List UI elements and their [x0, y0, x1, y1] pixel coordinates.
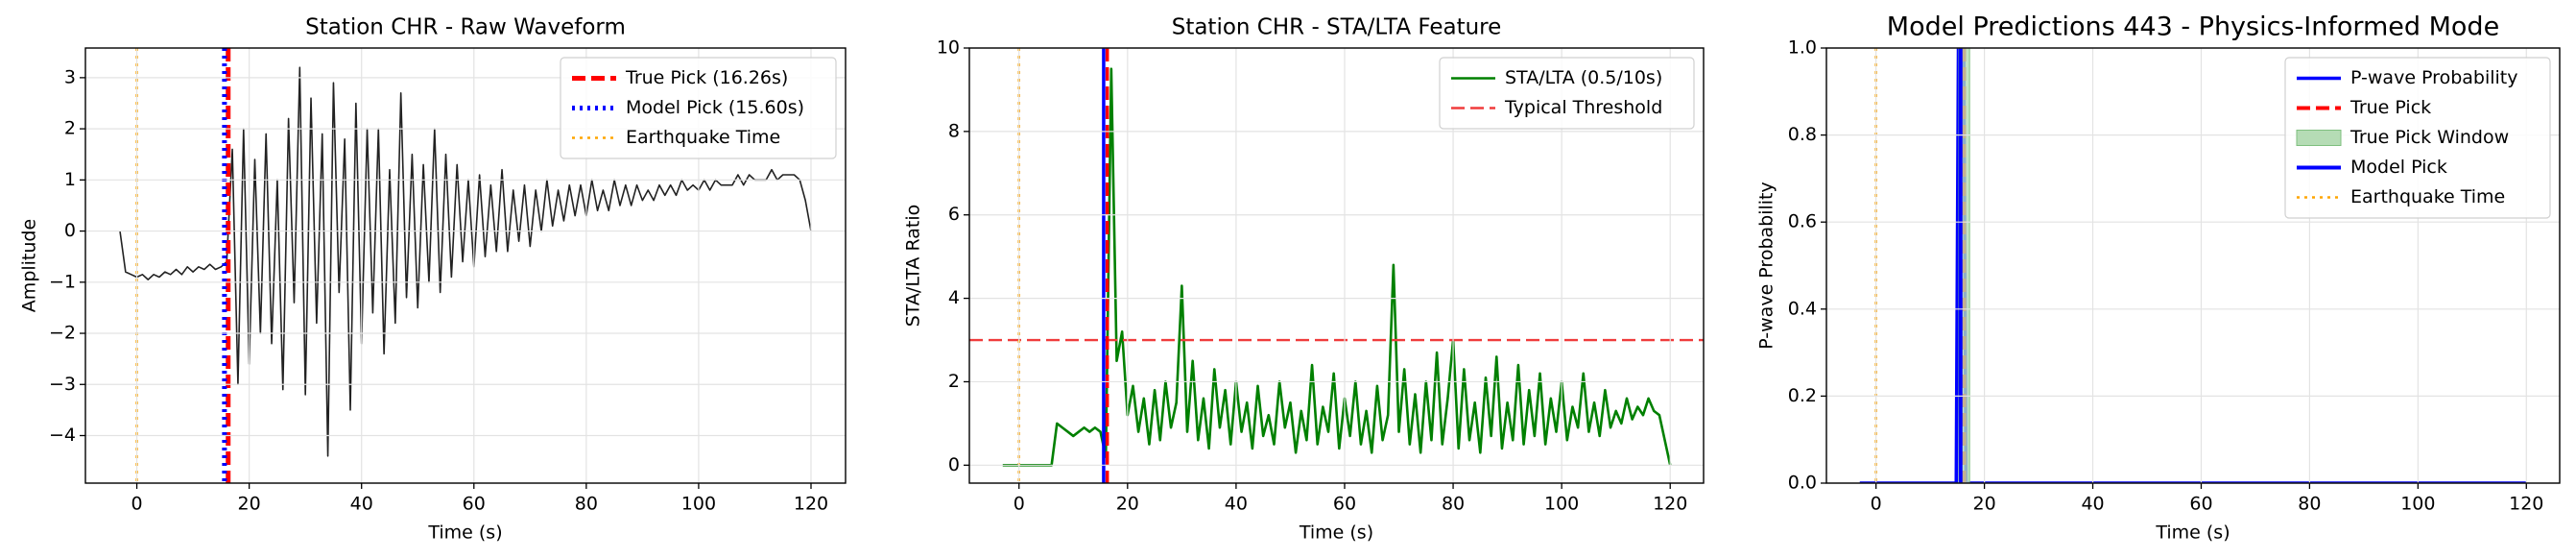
legend-box	[560, 57, 837, 159]
legend-label: STA/LTA (0.5/10s)	[1505, 67, 1662, 88]
axes-frame	[968, 47, 1705, 484]
legend-label: Earthquake Time	[626, 127, 780, 148]
x-tick-label: 0	[131, 494, 143, 515]
y-tick-label: 0.6	[1788, 211, 1817, 232]
x-tick-label: 0	[1014, 494, 1025, 515]
y-tick-label: −4	[49, 425, 76, 446]
y-tick-label: 3	[64, 66, 76, 87]
x-tick-label: 80	[2298, 494, 2321, 515]
legend-label: True Pick	[2349, 97, 2431, 118]
legend-label: Model Pick (15.60s)	[626, 97, 804, 118]
y-tick-label: 4	[948, 287, 960, 308]
legend-label: Typical Threshold	[1504, 97, 1662, 118]
y-axis-label: STA/LTA Ratio	[903, 205, 924, 328]
x-tick-label: 20	[1116, 494, 1139, 515]
y-axis-label: P-wave Probability	[1756, 182, 1777, 350]
y-tick-label: 0.8	[1788, 124, 1817, 145]
y-tick-label: 0.4	[1788, 298, 1817, 319]
y-tick-label: 0.0	[1788, 473, 1817, 494]
y-tick-label: 0.2	[1788, 385, 1817, 406]
x-tick-label: 60	[1333, 494, 1356, 515]
x-tick-label: 60	[2189, 494, 2212, 515]
legend-box	[2284, 57, 2551, 219]
y-tick-label: 8	[948, 120, 960, 141]
x-tick-label: 40	[2081, 494, 2104, 515]
y-tick-label: −3	[49, 374, 76, 395]
x-tick-label: 100	[2400, 494, 2435, 515]
x-tick-label: 60	[463, 494, 486, 515]
legend-label: P-wave Probability	[2350, 67, 2518, 88]
y-tick-label: 1	[64, 169, 76, 190]
legend-label: True Pick Window	[2349, 127, 2509, 148]
x-tick-label: 80	[575, 494, 598, 515]
x-tick-label: 20	[238, 494, 261, 515]
x-tick-label: 40	[1225, 494, 1248, 515]
y-tick-label: 10	[937, 37, 960, 59]
chart-title: Station CHR - STA/LTA Feature	[1172, 15, 1502, 40]
y-tick-label: 1.0	[1788, 37, 1817, 59]
legend-label: True Pick (16.26s)	[625, 67, 788, 88]
y-tick-label: 0	[948, 454, 960, 475]
y-tick-label: 2	[948, 371, 960, 392]
legend-label: Earthquake Time	[2350, 186, 2505, 207]
x-axis-label: Time (s)	[427, 523, 502, 544]
x-tick-label: 120	[794, 494, 828, 515]
y-tick-label: 2	[64, 118, 76, 139]
x-tick-label: 100	[1544, 494, 1579, 515]
axes-frame	[1825, 47, 2561, 484]
x-tick-label: 120	[2509, 494, 2543, 515]
legend-label: Model Pick	[2350, 157, 2447, 178]
x-tick-label: 20	[1973, 494, 1996, 515]
y-tick-label: −1	[49, 271, 76, 292]
y-tick-label: 0	[64, 220, 76, 241]
chart-title: Station CHR - Raw Waveform	[305, 15, 626, 40]
legend-box	[1439, 57, 1695, 130]
data-line	[119, 66, 812, 457]
axes-frame	[84, 47, 847, 484]
legend-swatch	[2296, 130, 2342, 146]
y-axis-label: Amplitude	[19, 219, 40, 312]
x-axis-label: Time (s)	[1299, 523, 1373, 544]
y-tick-label: −2	[49, 323, 76, 344]
x-tick-label: 100	[681, 494, 716, 515]
x-axis-label: Time (s)	[2155, 523, 2230, 544]
chart-title: Model Predictions 443 - Physics-Informed…	[1887, 12, 2499, 42]
y-tick-label: 6	[948, 204, 960, 225]
x-tick-label: 80	[1442, 494, 1465, 515]
x-tick-label: 40	[350, 494, 373, 515]
x-tick-label: 120	[1653, 494, 1687, 515]
x-tick-label: 0	[1871, 494, 1882, 515]
